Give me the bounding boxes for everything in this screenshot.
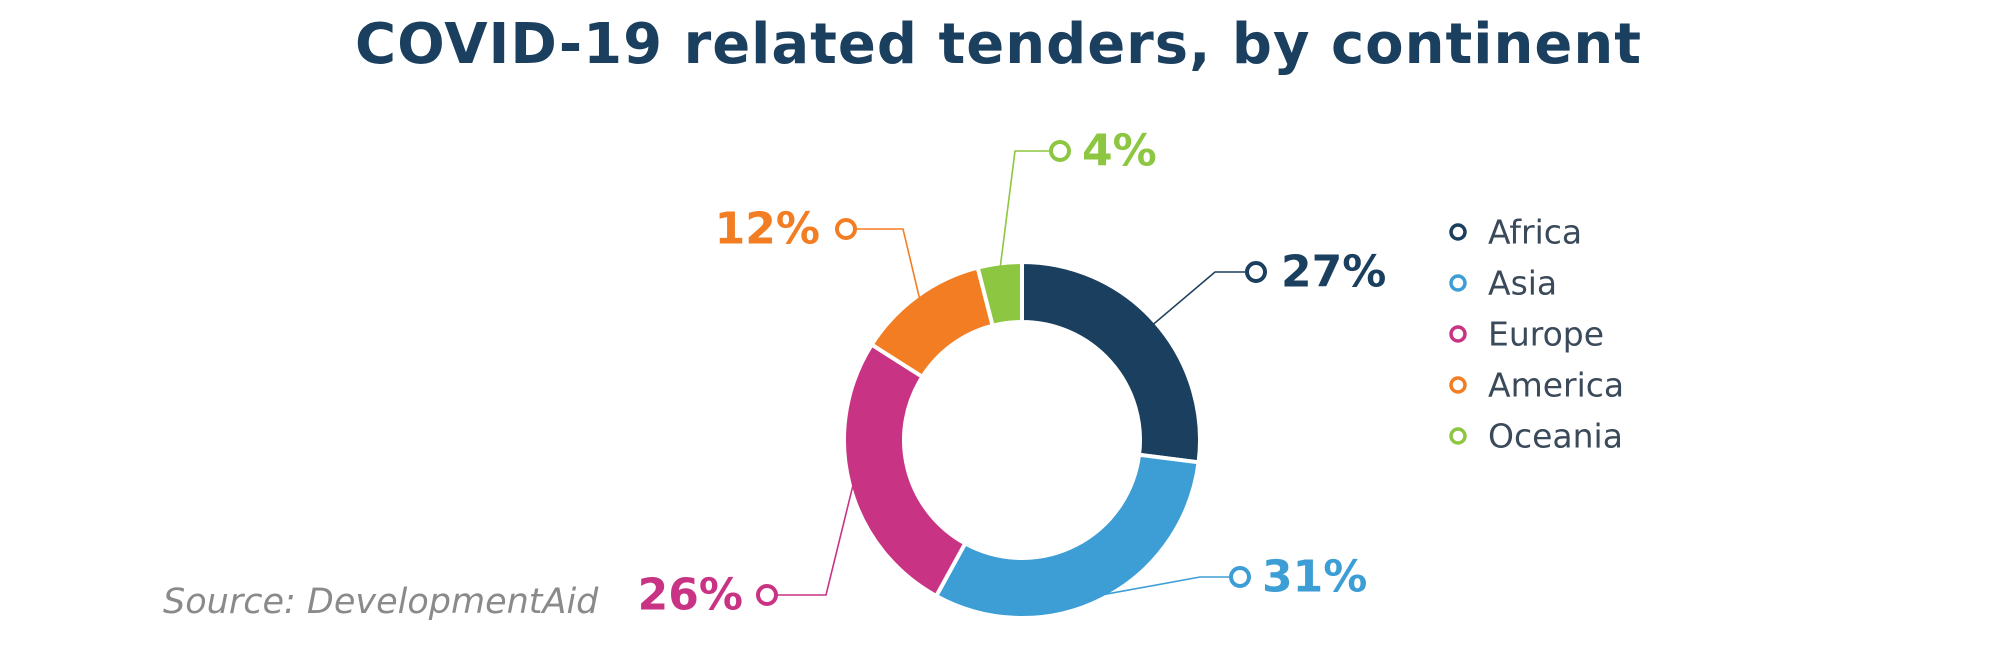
slice-oceania bbox=[975, 259, 1024, 329]
value-label-america: 12% bbox=[715, 204, 820, 255]
legend-marker-africa bbox=[1449, 223, 1467, 241]
value-label-europe: 26% bbox=[638, 570, 743, 621]
slices-layer bbox=[842, 259, 1203, 620]
slice-africa bbox=[1020, 259, 1203, 465]
legend-label-europe: Europe bbox=[1488, 315, 1604, 354]
leader-line-america bbox=[846, 228, 921, 300]
leader-line-europe bbox=[767, 483, 855, 596]
legend-item-asia: Asia bbox=[1449, 264, 1557, 303]
leader-line-africa bbox=[1152, 271, 1256, 326]
legend-item-europe: Europe bbox=[1449, 315, 1604, 354]
slice-europe bbox=[842, 341, 968, 599]
callout-marker-africa bbox=[1245, 261, 1267, 283]
legend-item-oceania: Oceania bbox=[1449, 417, 1623, 456]
callout-marker-america bbox=[835, 218, 857, 240]
legend-label-africa: Africa bbox=[1488, 213, 1582, 252]
callouts-layer: 27% 31% 26% 12% 4% bbox=[638, 126, 1387, 621]
legend-marker-america bbox=[1449, 376, 1467, 394]
leader-line-asia bbox=[1100, 576, 1240, 596]
value-label-asia: 31% bbox=[1262, 552, 1367, 603]
legend-marker-europe bbox=[1449, 325, 1467, 343]
value-label-oceania: 4% bbox=[1082, 126, 1157, 177]
legend-item-america: America bbox=[1449, 366, 1624, 405]
legend-label-america: America bbox=[1488, 366, 1624, 405]
callout-marker-oceania bbox=[1049, 140, 1071, 162]
callout-marker-europe bbox=[756, 584, 778, 606]
legend: Africa Asia Europe America Oceania bbox=[1449, 213, 1624, 456]
slice-asia bbox=[933, 452, 1201, 620]
callout-marker-asia bbox=[1229, 566, 1251, 588]
legend-label-asia: Asia bbox=[1488, 264, 1557, 303]
legend-marker-asia bbox=[1449, 274, 1467, 292]
legend-marker-oceania bbox=[1449, 427, 1467, 445]
value-label-africa: 27% bbox=[1281, 247, 1386, 298]
legend-item-africa: Africa bbox=[1449, 213, 1582, 252]
chart-title: COVID-19 related tenders, by continent bbox=[355, 12, 1642, 77]
legend-label-oceania: Oceania bbox=[1488, 417, 1623, 456]
leader-line-oceania bbox=[999, 150, 1060, 268]
source-note: Source: DevelopmentAid bbox=[163, 582, 599, 622]
